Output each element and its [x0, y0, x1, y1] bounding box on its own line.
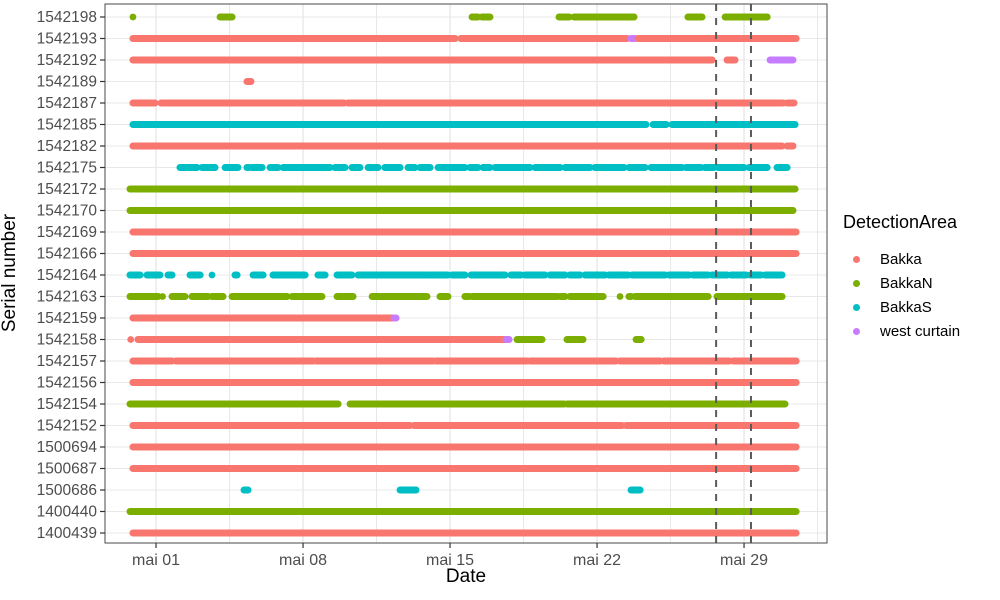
y-tick-label: 1542163	[37, 289, 97, 306]
legend-entry-label: BakkaN	[880, 274, 933, 292]
legend: DetectionArea Bakka BakkaN BakkaS west curt…	[843, 212, 999, 343]
x-axis-title: Date	[446, 566, 486, 587]
y-tick-label: 1542193	[37, 31, 97, 48]
x-tick-label: mai 22	[573, 552, 621, 569]
y-tick-label: 1542158	[37, 332, 97, 349]
y-tick-label: 1542192	[37, 52, 97, 69]
legend-key-dot	[853, 279, 860, 287]
y-tick-label: 1542159	[37, 310, 97, 327]
y-tick-label: 1542170	[37, 203, 98, 220]
y-tick-label: 1542185	[37, 117, 97, 134]
x-tick-label: mai 08	[279, 552, 327, 569]
y-tick-label: 1542169	[37, 224, 97, 241]
legend-entry-label: Bakka	[880, 250, 922, 268]
legend-entry-bakkas: BakkaS	[843, 295, 999, 319]
x-tick-label: mai 01	[132, 552, 180, 569]
y-tick-label: 1542152	[37, 418, 97, 435]
data-layer	[126, 4, 800, 543]
panel-border	[104, 3, 828, 544]
y-tick-label: 1400439	[37, 525, 97, 542]
y-tick-label: 1542157	[37, 353, 97, 370]
series-point	[616, 293, 624, 300]
legend-entry-label: BakkaS	[880, 298, 932, 316]
y-tick-label: 1542198	[37, 9, 97, 26]
y-tick-label: 1542154	[37, 396, 98, 413]
legend-entry-bakka: Bakka	[843, 247, 999, 271]
y-tick-label: 1542156	[37, 375, 97, 392]
y-tick-label: 1542187	[37, 95, 97, 112]
x-tick-label: mai 15	[426, 552, 474, 569]
y-tick-label: 1542172	[37, 181, 97, 198]
y-tick-label: 1542166	[37, 246, 97, 263]
series-point	[129, 13, 137, 21]
legend-entry-bakkan: BakkaN	[843, 271, 999, 295]
y-tick-label: 1542182	[37, 138, 97, 155]
legend-key-dot	[853, 327, 860, 335]
y-tick-label: 1500687	[37, 461, 97, 478]
y-tick-label: 1400440	[37, 504, 98, 521]
legend-entry-west-curtain: west curtain	[843, 319, 999, 343]
y-tick-label: 1542175	[37, 160, 97, 177]
legend-entry-label: west curtain	[880, 322, 961, 340]
legend-key-dot	[853, 255, 860, 263]
y-tick-label: 1542189	[37, 74, 97, 91]
series-point	[208, 271, 216, 279]
legend-entries: Bakka BakkaN BakkaS west curtain	[843, 247, 999, 343]
y-tick-label: 1500694	[37, 439, 98, 456]
axis-layer: 1542198 1542193 1542192 1542189 1542187 15421…	[37, 3, 828, 569]
x-tick-label: mai 29	[720, 552, 768, 569]
series-point	[159, 293, 166, 300]
legend-title: DetectionArea	[843, 212, 958, 232]
legend-key-dot	[853, 303, 860, 311]
y-axis-title: Serial number	[0, 213, 20, 332]
series-point	[127, 336, 135, 343]
y-tick-label: 1542164	[37, 267, 98, 284]
y-tick-label: 1500686	[37, 482, 97, 499]
